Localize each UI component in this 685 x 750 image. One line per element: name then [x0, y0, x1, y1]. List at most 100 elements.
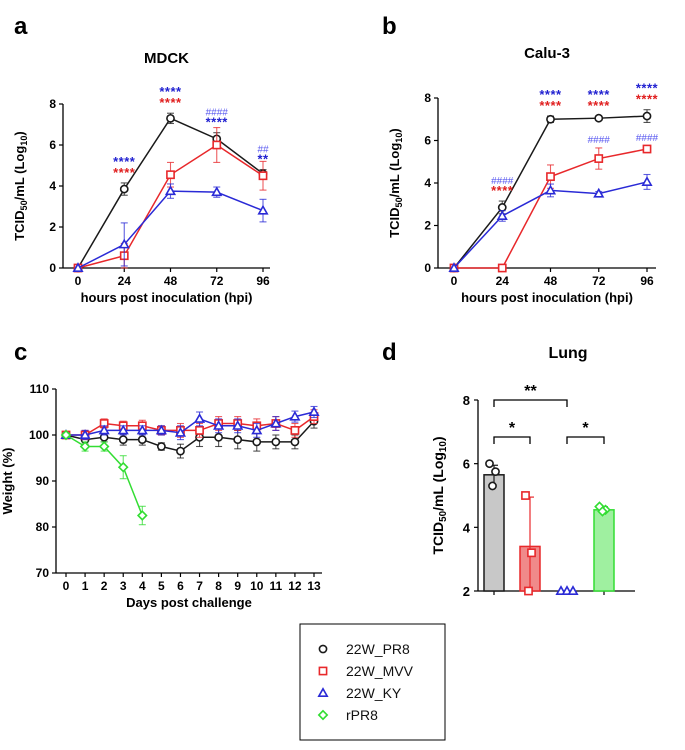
data-point	[211, 186, 223, 197]
data-point	[488, 481, 497, 491]
data-point	[119, 184, 129, 194]
significance-annotation: ****	[636, 92, 659, 107]
series-line	[77, 190, 264, 269]
significance-annotation: ****	[113, 154, 136, 169]
data-point	[527, 548, 536, 558]
data-point	[214, 432, 224, 442]
data-point	[496, 210, 508, 220]
y-tick-label: 0	[49, 261, 56, 275]
data-point	[155, 424, 167, 435]
data-point	[233, 435, 243, 444]
x-axis-label: hours post inoculation (hpi)	[81, 290, 253, 305]
y-tick-label: 8	[49, 97, 56, 111]
significance-annotation: ****	[159, 95, 182, 110]
data-point	[597, 506, 608, 517]
data-point	[594, 113, 604, 123]
data-point	[544, 184, 557, 195]
x-tick-label: 8	[215, 579, 222, 593]
x-tick-label: 0	[75, 274, 82, 288]
legend: 22W_PR8 22W_MVV 22W_KY rPR8	[299, 623, 446, 741]
y-tick-label: 8	[463, 393, 470, 408]
y-axis-label: TCID50/mL (Log10)	[387, 128, 404, 238]
data-point	[79, 429, 91, 440]
data-point	[98, 441, 110, 452]
data-point	[232, 419, 244, 430]
bar	[593, 509, 615, 592]
x-axis-label: hours post inoculation (hpi)	[461, 290, 633, 305]
x-tick-label: 48	[544, 274, 558, 288]
data-point	[448, 262, 460, 273]
x-tick-label: 7	[196, 579, 203, 593]
data-point	[258, 171, 268, 181]
data-point	[176, 446, 185, 456]
legend-item-ky: 22W_KY	[317, 685, 402, 701]
y-tick-label: 2	[463, 584, 470, 599]
series-mvv	[73, 127, 268, 273]
chart-title: Lung	[548, 345, 587, 362]
y-tick-label: 2	[424, 219, 431, 233]
legend-item-mvv: 22W_MVV	[318, 663, 414, 679]
y-axis-label: TCID50/mL (Log10)	[430, 437, 449, 555]
x-axis-label: Days post challenge	[126, 595, 252, 610]
data-point	[546, 114, 555, 124]
x-tick-label: 9	[234, 579, 241, 593]
x-tick-label: 0	[451, 274, 458, 288]
legend-marker	[318, 666, 328, 676]
data-point	[212, 140, 222, 150]
x-tick-label: 2	[101, 579, 108, 593]
y-tick-label: 70	[36, 566, 50, 580]
x-tick-label: 96	[256, 274, 270, 288]
significance-bracket	[493, 399, 568, 407]
legend-label: 22W_KY	[346, 685, 402, 701]
data-point	[193, 413, 206, 423]
bar-group-mvv	[519, 491, 541, 596]
significance-annotation: ####	[206, 108, 229, 119]
significance-label: *	[582, 420, 589, 437]
panel-label-c: c	[14, 339, 27, 366]
significance-bracket	[493, 436, 531, 444]
data-point	[270, 417, 282, 428]
data-point	[136, 424, 148, 435]
significance-annotation: ****	[636, 81, 659, 96]
x-tick-label: 6	[177, 579, 184, 593]
data-point	[98, 424, 110, 435]
data-point	[156, 442, 166, 451]
y-tick-label: 0	[424, 261, 431, 275]
panel-label-d: d	[382, 339, 397, 366]
x-tick-label: 4	[139, 579, 146, 593]
data-point	[546, 172, 555, 182]
data-point	[117, 424, 129, 435]
data-point	[137, 435, 147, 444]
x-tick-label: 24	[118, 274, 132, 288]
data-point	[308, 406, 320, 417]
significance-annotation: ##	[257, 145, 269, 156]
significance-annotation: ****	[113, 165, 136, 180]
significance-annotation: ****	[588, 98, 611, 113]
y-tick-label: 100	[29, 428, 49, 442]
x-tick-label: 3	[120, 579, 127, 593]
x-tick-label: 96	[640, 274, 654, 288]
series-rpr8	[60, 429, 148, 526]
data-point	[164, 185, 177, 196]
series-ky	[448, 173, 653, 273]
x-tick-label: 13	[307, 579, 321, 593]
data-point	[257, 204, 269, 215]
significance-annotation: ****	[539, 87, 562, 102]
legend-label: 22W_MVV	[346, 663, 414, 679]
bar-group-pr8	[483, 459, 505, 592]
y-tick-label: 110	[30, 382, 50, 396]
y-tick-label: 8	[424, 91, 431, 105]
y-tick-label: 4	[424, 176, 431, 190]
data-point	[118, 435, 128, 444]
data-point	[521, 491, 530, 500]
significance-annotation: ****	[491, 183, 514, 198]
y-tick-label: 4	[463, 520, 471, 535]
significance-annotation: ####	[588, 135, 611, 146]
data-point	[642, 111, 652, 121]
legend-box	[299, 623, 446, 741]
data-point	[166, 113, 175, 123]
data-point	[72, 262, 84, 273]
